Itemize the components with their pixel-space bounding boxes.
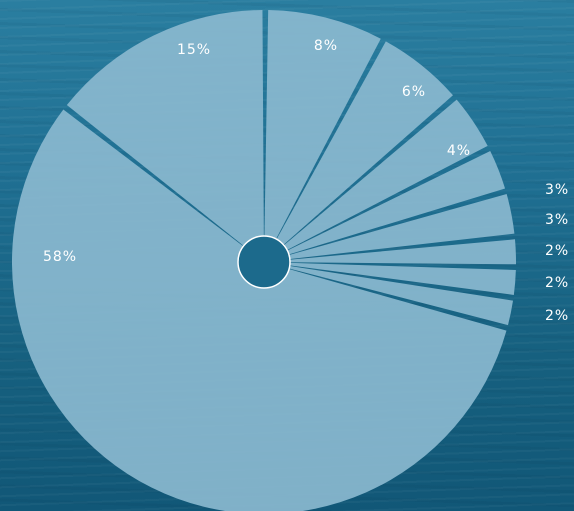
pie-slice-10 xyxy=(66,10,264,262)
slice-label-8: 2% xyxy=(545,308,569,324)
pie-slice-6 xyxy=(264,239,517,265)
pie-slices xyxy=(12,10,517,511)
pie-slice-2 xyxy=(264,41,453,262)
pie-slice-1 xyxy=(264,10,381,263)
pie-slice-5 xyxy=(264,194,515,262)
pie-slice-4 xyxy=(264,150,506,262)
slice-label-10: 15% xyxy=(177,42,211,58)
pie-slice-3 xyxy=(264,99,488,263)
slice-labels: 8% 6% 4% 3% 3% 2% 2% 2% 58% 15% xyxy=(43,38,569,324)
pie-slice-9 xyxy=(12,109,507,511)
slice-label-4: 3% xyxy=(545,182,569,198)
slice-label-5: 3% xyxy=(545,212,569,228)
slice-label-2: 6% xyxy=(402,84,426,100)
slice-label-6: 2% xyxy=(545,243,569,259)
slice-label-9: 58% xyxy=(43,249,77,265)
pie-slice-7 xyxy=(264,262,516,295)
slice-label-7: 2% xyxy=(545,275,569,291)
pie-slice-8 xyxy=(264,262,514,326)
slice-label-1: 8% xyxy=(314,38,338,54)
center-hole xyxy=(237,235,291,289)
slice-label-3: 4% xyxy=(447,143,471,159)
